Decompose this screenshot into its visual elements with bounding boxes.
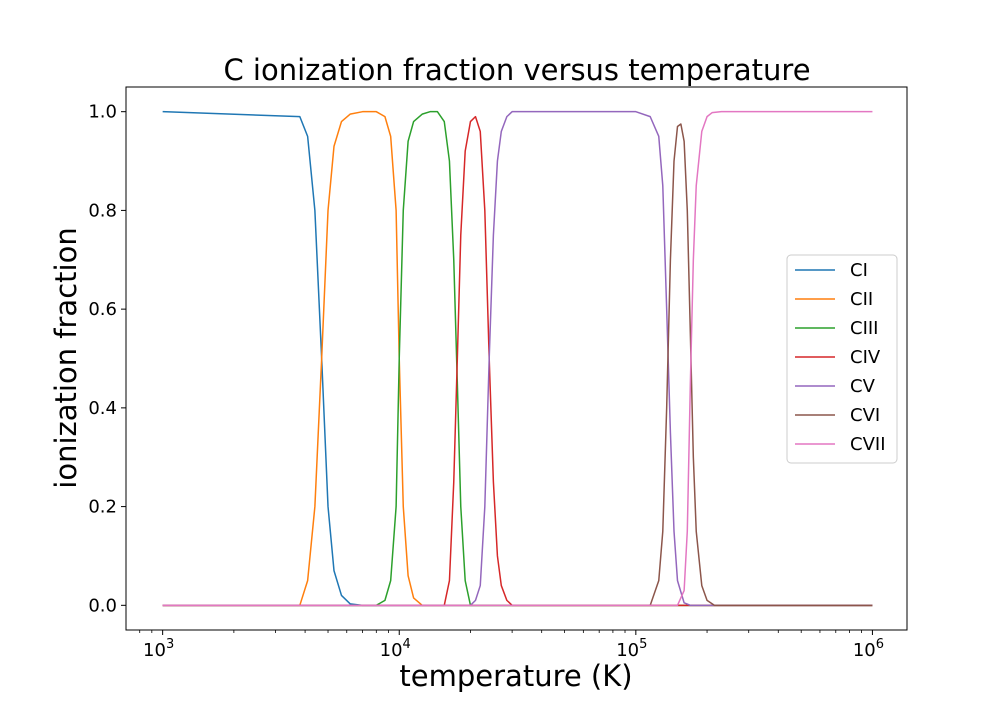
x-axis-label: temperature (K) bbox=[399, 659, 632, 693]
legend-label-ci: CI bbox=[850, 260, 868, 281]
legend: CI CII CIII CIV CV CVI CVII bbox=[786, 254, 898, 464]
y-tick-label: 0.2 bbox=[88, 497, 117, 518]
x-axis-minor-ticks bbox=[139, 630, 863, 633]
y-tick-label: 0.4 bbox=[88, 398, 117, 419]
series-line-cvi bbox=[162, 123, 873, 607]
legend-label-ciii: CIII bbox=[850, 318, 879, 339]
chart-title: C ionization fraction versus temperature bbox=[223, 53, 810, 87]
legend-label-cii: CII bbox=[850, 289, 873, 310]
y-tick-label: 0.8 bbox=[88, 200, 117, 221]
plot-lines bbox=[162, 110, 873, 607]
series-line-ciii bbox=[162, 110, 873, 607]
series-line-cvii bbox=[162, 110, 873, 607]
legend-label-cvi: CVI bbox=[850, 405, 880, 426]
y-axis: 0.0 0.2 0.4 0.6 0.8 1.0 bbox=[88, 102, 126, 616]
series-line-cii bbox=[162, 110, 873, 607]
y-tick-label: 0.6 bbox=[88, 299, 117, 320]
x-tick-label: 106 bbox=[853, 637, 884, 661]
legend-frame bbox=[786, 254, 898, 464]
y-tick-label: 0.0 bbox=[88, 595, 117, 616]
series-line-cv bbox=[162, 110, 873, 607]
legend-label-civ: CIV bbox=[850, 347, 881, 368]
x-tick-label: 105 bbox=[616, 637, 647, 661]
plot-area bbox=[125, 86, 908, 631]
y-axis-label: ionization fraction bbox=[49, 227, 83, 488]
legend-label-cvii: CVII bbox=[850, 434, 886, 455]
y-tick-label: 1.0 bbox=[88, 102, 117, 123]
x-axis: 103 104 105 106 bbox=[143, 630, 884, 661]
x-tick-label: 104 bbox=[380, 637, 411, 661]
series-line-ci bbox=[162, 110, 873, 607]
legend-label-cv: CV bbox=[850, 376, 876, 397]
x-tick-label: 103 bbox=[143, 637, 174, 661]
series-line-civ bbox=[162, 115, 873, 607]
